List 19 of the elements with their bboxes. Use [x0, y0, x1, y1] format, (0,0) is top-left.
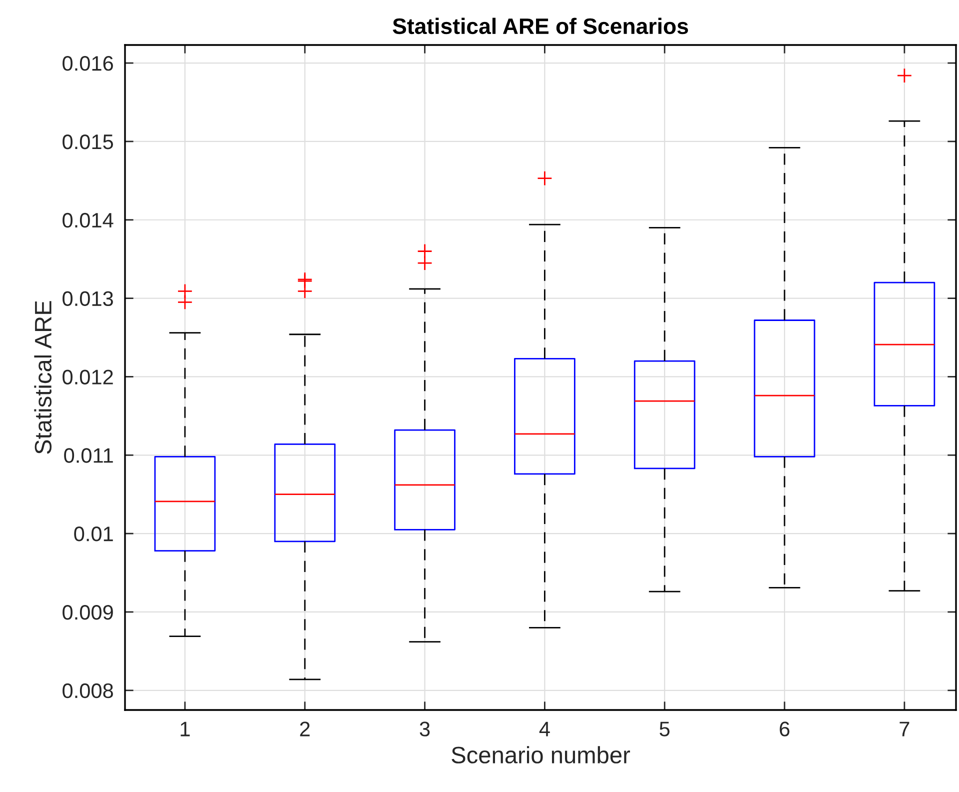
x-tick-label: 2: [300, 722, 310, 736]
y-tick-label: 0.011: [64, 448, 113, 463]
x-tick-label: 6: [780, 722, 790, 736]
chart-title: Statistical ARE of Scenarios: [392, 18, 688, 34]
y-tick-label: 0.016: [62, 56, 113, 71]
x-tick-label: 7: [900, 722, 910, 736]
y-tick-label: 0.014: [62, 212, 114, 228]
x-tick-label: 1: [180, 722, 190, 736]
x-tick-label: 5: [660, 722, 670, 736]
y-tick-label: 0.009: [62, 604, 113, 620]
x-axis-title: Scenario number: [452, 746, 630, 764]
y-tick-label: 0.013: [62, 291, 113, 306]
y-tick-label: 0.01: [74, 526, 113, 542]
y-axis-title: Statistical ARE: [34, 301, 52, 454]
y-tick-label: 0.008: [62, 683, 113, 698]
y-tick-label: 0.015: [62, 134, 114, 150]
y-tick-label: 0.012: [62, 370, 113, 384]
x-tick-label: 3: [420, 722, 430, 736]
x-tick-label: 4: [539, 722, 550, 736]
